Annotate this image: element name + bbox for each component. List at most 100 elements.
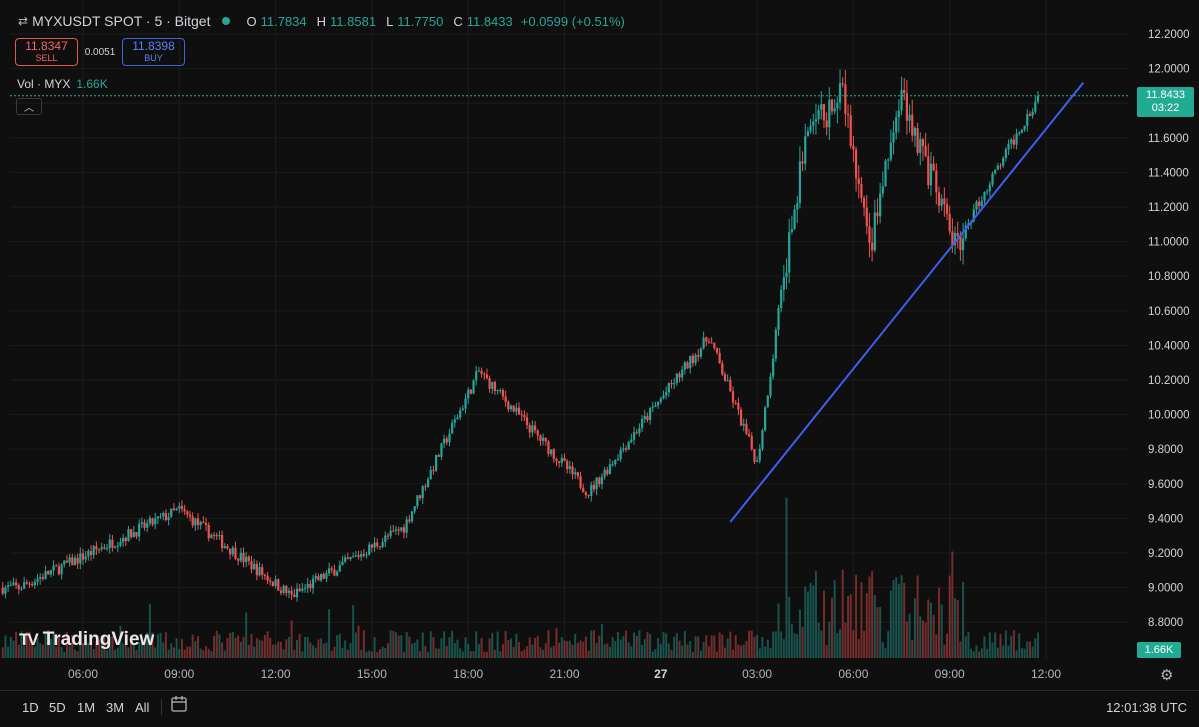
candle-body <box>531 425 534 433</box>
range-1d-button[interactable]: 1D <box>22 700 39 715</box>
candle-body <box>571 466 574 475</box>
volume-bar <box>106 650 109 658</box>
candle-body <box>547 441 550 454</box>
candle-body <box>1028 114 1032 116</box>
candle-body <box>140 522 143 525</box>
range-3m-button[interactable]: 3M <box>106 700 125 715</box>
gear-icon[interactable]: ⚙ <box>1160 667 1174 684</box>
candle-body <box>164 513 168 521</box>
volume-bar <box>673 636 676 658</box>
candle-body <box>651 407 654 409</box>
volume-bar <box>183 649 186 658</box>
trendline[interactable] <box>729 81 1085 523</box>
candle-body <box>536 430 539 436</box>
volume-bar <box>983 636 986 658</box>
sell-price: 11.8347 <box>25 39 68 53</box>
candle-body <box>17 585 20 590</box>
volume-bar <box>635 635 638 658</box>
volume-bar <box>1034 638 1037 658</box>
volume-bar <box>1031 646 1034 658</box>
candle-body <box>325 573 328 579</box>
candle-body <box>87 551 90 557</box>
volume-bar <box>606 643 609 658</box>
volume-bar <box>761 637 764 658</box>
candle-body <box>587 495 590 497</box>
volume-bar <box>975 645 978 658</box>
candle-body <box>871 242 874 251</box>
candle-body <box>873 212 876 251</box>
candle-body <box>212 534 216 536</box>
volume-bar <box>231 632 234 658</box>
volume-bar <box>234 637 237 658</box>
volume-bar <box>916 575 919 658</box>
candle-body <box>311 578 315 589</box>
candle-body <box>451 422 454 434</box>
volume-bar <box>614 641 617 658</box>
volume-bar <box>881 642 884 658</box>
candle-body <box>271 581 275 586</box>
volume-bar <box>154 647 157 658</box>
candle-body <box>675 373 678 384</box>
volume-bar <box>812 585 815 658</box>
candle-body <box>702 337 705 349</box>
candle-body <box>932 163 935 171</box>
sell-button[interactable]: 11.8347 SELL <box>15 38 78 66</box>
candle-body <box>328 568 331 574</box>
calendar-icon[interactable] <box>170 695 190 715</box>
range-1m-button[interactable]: 1M <box>77 700 96 715</box>
price-tick-label: 12.2000 <box>1148 29 1190 41</box>
utc-clock[interactable]: 12:01:38 UTC <box>1106 700 1187 715</box>
candle-body <box>520 414 523 416</box>
volume-bar <box>646 632 649 658</box>
range-all-button[interactable]: All <box>135 700 150 715</box>
range-5d-button[interactable]: 5D <box>49 700 66 715</box>
volume-legend[interactable]: Vol · MYX 1.66K <box>17 77 108 91</box>
candle-body <box>756 460 759 462</box>
candle-body <box>903 90 906 94</box>
candle-body <box>812 121 815 126</box>
candle-body <box>1018 132 1021 134</box>
volume-bar <box>90 638 93 658</box>
buy-button[interactable]: 11.8398 BUY <box>122 38 185 66</box>
volume-bar <box>515 633 518 658</box>
volume-bar <box>76 651 79 658</box>
volume-bar <box>258 639 261 658</box>
candle-body <box>635 432 638 434</box>
volume-bar <box>825 644 828 658</box>
volume-bar <box>764 646 767 658</box>
volume-bar <box>1010 636 1013 658</box>
candle-body <box>895 117 898 133</box>
volume-bar <box>189 646 191 658</box>
volume-bar <box>847 595 850 658</box>
candle-body <box>715 348 719 353</box>
candle-body <box>397 529 400 531</box>
volume-bar <box>790 624 793 658</box>
candle-body <box>162 513 165 517</box>
candle-body <box>913 127 917 136</box>
volume-bar <box>317 639 320 658</box>
volume-bar <box>384 648 387 658</box>
candle-body <box>255 563 258 576</box>
open-key: O <box>246 13 257 29</box>
candle-body <box>221 535 224 548</box>
collapse-legend-button[interactable]: ︿ <box>16 98 42 115</box>
candle-body <box>386 535 390 537</box>
volume-bar <box>576 643 579 658</box>
volume-bar <box>927 599 930 658</box>
candle-body <box>301 588 304 591</box>
volume-bar <box>274 644 277 658</box>
symbol-compare-icon[interactable]: ⇄ <box>18 14 29 28</box>
tradingview-logo[interactable]: TV TradingView <box>19 629 154 651</box>
time-tick-label: 12:00 <box>1031 667 1061 681</box>
volume-bar <box>20 631 23 658</box>
volume-bar <box>710 635 713 658</box>
volume-bar <box>932 614 935 658</box>
symbol-title[interactable]: MYXUSDT SPOT · 5 · Bitget <box>32 13 211 29</box>
volume-bar <box>12 640 15 658</box>
price-chart[interactable]: 12.200012.000011.800011.600011.400011.20… <box>0 0 1199 690</box>
candle-body <box>122 537 125 542</box>
volume-bar <box>1023 648 1026 658</box>
volume-bar <box>970 648 973 658</box>
candle-body <box>552 449 555 459</box>
price-tick-label: 9.0000 <box>1148 583 1183 595</box>
